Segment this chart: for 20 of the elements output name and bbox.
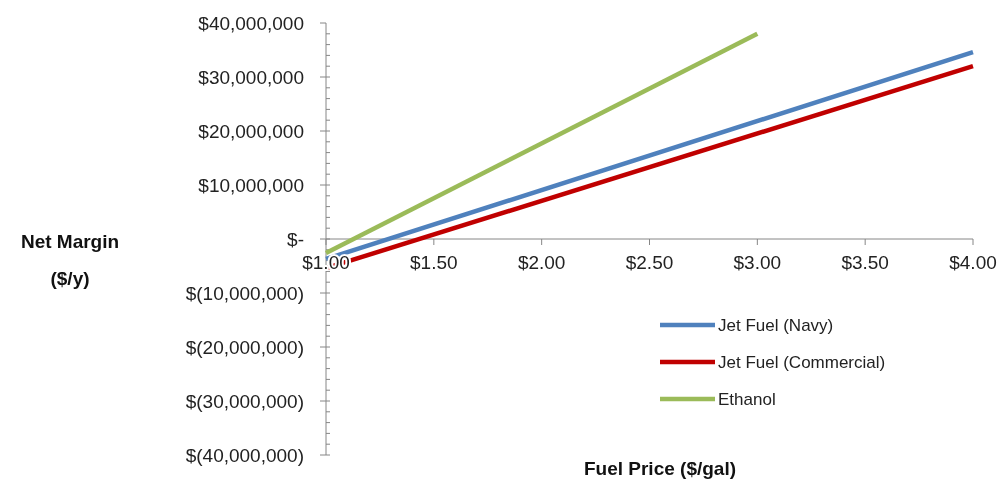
x-tick-label: $4.00	[949, 252, 997, 273]
x-tick-label: $2.00	[517, 252, 566, 273]
y-tick-label: $20,000,000	[198, 120, 304, 142]
y-tick-label: $(30,000,000)	[185, 390, 304, 412]
y-tick-label: $10,000,000	[198, 174, 304, 196]
legend-label: Jet Fuel (Navy)	[718, 315, 834, 335]
y-tick-label: $(20,000,000)	[185, 336, 304, 358]
y-tick-label: $30,000,000	[198, 66, 304, 88]
y-tick-label: $(10,000,000)	[185, 282, 304, 304]
x-tick-label: $3.00	[733, 252, 782, 273]
y-tick-label: $(40,000,000)	[185, 444, 304, 466]
x-tick-label: $2.50	[625, 252, 674, 273]
x-tick-label: $3.50	[841, 252, 889, 273]
x-tick-label: $1.50	[410, 252, 458, 273]
y-tick-label: $40,000,000	[198, 12, 304, 34]
y-tick-label: $-	[287, 228, 304, 250]
y-axis-title: Net Margin ($/y)	[20, 231, 120, 289]
legend-label: Ethanol	[718, 389, 776, 409]
x-axis-title: Fuel Price ($/gal)	[583, 458, 737, 479]
legend-label: Jet Fuel (Commercial)	[718, 352, 886, 372]
